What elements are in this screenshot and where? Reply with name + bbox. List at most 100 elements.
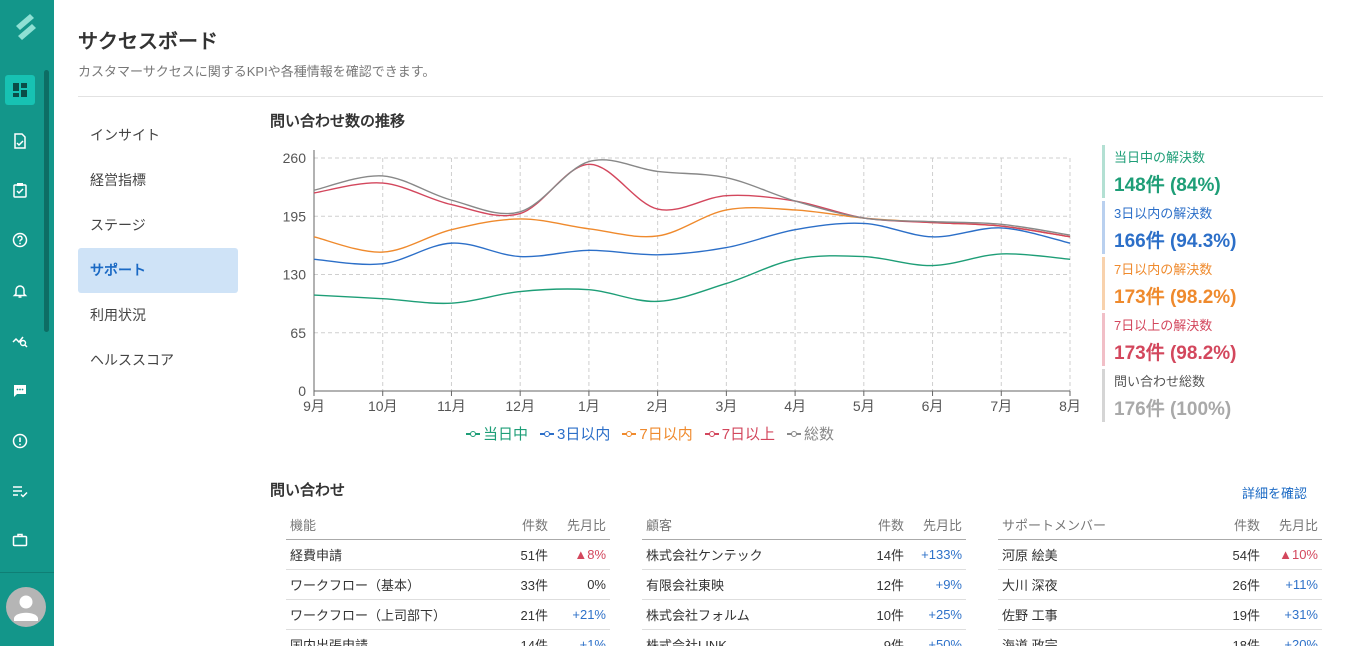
y-tick-label: 130 <box>283 267 307 283</box>
month-over-month: +20% <box>1284 637 1318 646</box>
inquiry-count: 12件 <box>876 578 904 593</box>
y-tick-label: 195 <box>283 208 307 224</box>
section-tab-management-metrics[interactable]: 経営指標 <box>90 172 146 188</box>
nav-dashboard[interactable] <box>5 75 35 105</box>
section-tab-health-score[interactable]: ヘルススコア <box>90 352 174 368</box>
member-name: 海道 政宗 <box>1002 638 1058 646</box>
analytics-icon <box>12 336 28 348</box>
x-tick-label: 9月 <box>303 398 325 414</box>
header-divider <box>78 96 1323 97</box>
nav-briefcase[interactable] <box>5 525 35 555</box>
inquiry-count: 21件 <box>520 608 548 623</box>
support-member-table: サポートメンバー 件数 先月比 河原 絵美 54件 ▲10% 大川 深夜 26件… <box>998 510 1322 646</box>
app-logo[interactable] <box>10 8 40 42</box>
section-nav: インサイト 経営指標 ステージ サポート 利用状況 ヘルススコア <box>78 113 238 383</box>
x-tick-label: 7月 <box>990 398 1012 414</box>
nav-tasks[interactable] <box>5 476 35 506</box>
nav-chat[interactable] <box>5 376 35 406</box>
table-row[interactable]: 有限会社東映 12件 +9% <box>642 570 966 600</box>
nav-alerts[interactable] <box>5 426 35 456</box>
section-tab-insight[interactable]: インサイト <box>90 127 160 143</box>
column-header[interactable]: 先月比 <box>922 518 962 533</box>
y-tick-label: 260 <box>283 150 307 166</box>
sidebar-scrollbar[interactable] <box>44 70 49 332</box>
sidebar-divider <box>0 572 54 573</box>
series-line <box>313 222 1071 266</box>
legend-label: 3日以内 <box>557 426 611 443</box>
section-tab-stage[interactable]: ステージ <box>90 217 146 233</box>
table-row[interactable]: 国内出張申請 14件 +1% <box>286 630 610 646</box>
feature-name: 経費申請 <box>290 548 343 563</box>
column-header[interactable]: 顧客 <box>646 518 673 533</box>
month-over-month: +133% <box>921 547 962 562</box>
legend-marker <box>622 429 637 439</box>
legend-item-same-day[interactable]: 当日中 <box>466 423 528 444</box>
x-tick-label: 10月 <box>368 398 398 414</box>
kpi-same-day: 当日中の解決数 148件 (84%) <box>1102 145 1322 198</box>
x-tick-label: 12月 <box>505 398 535 414</box>
kpi-summary: 当日中の解決数 148件 (84%) 3日以内の解決数 166件 (94.3%)… <box>1102 145 1322 425</box>
legend-item-total[interactable]: 総数 <box>787 423 834 444</box>
kpi-over-7-days: 7日以上の解決数 173件 (98.2%) <box>1102 313 1322 366</box>
page-subtitle: カスタマーサクセスに関するKPIや各種情報を確認できます。 <box>78 64 436 79</box>
table-header: 顧客 件数 先月比 <box>642 510 966 540</box>
legend-item-within-3-days[interactable]: 3日以内 <box>540 423 610 444</box>
legend-item-over-7-days[interactable]: 7日以上 <box>704 423 776 444</box>
legend-label: 7日以上 <box>721 426 776 443</box>
column-header[interactable]: 件数 <box>1233 518 1260 533</box>
kpi-value: 176件 (100%) <box>1114 399 1232 420</box>
table-row[interactable]: ワークフロー（基本） 33件 0% <box>286 570 610 600</box>
table-header: 機能 件数 先月比 <box>286 510 610 540</box>
table-row[interactable]: 株式会社LINK 9件 +50% <box>642 630 966 646</box>
table-row[interactable]: 株式会社フォルム 10件 +25% <box>642 600 966 630</box>
table-row[interactable]: 大川 深夜 26件 +11% <box>998 570 1322 600</box>
nav-notifications[interactable] <box>5 276 35 306</box>
legend-marker <box>787 429 802 439</box>
column-header[interactable]: 件数 <box>877 518 904 533</box>
column-header[interactable]: 先月比 <box>1278 518 1318 533</box>
x-tick-label: 4月 <box>784 398 806 414</box>
month-over-month: +25% <box>928 607 962 622</box>
table-row[interactable]: 佐野 工事 19件 +31% <box>998 600 1322 630</box>
customer-name: 株式会社フォルム <box>646 608 750 623</box>
inquiry-count: 14件 <box>520 638 548 646</box>
legend-label: 7日以内 <box>639 426 693 443</box>
column-header[interactable]: 機能 <box>290 518 317 533</box>
avatar[interactable] <box>6 587 46 627</box>
column-header[interactable]: 件数 <box>521 518 548 533</box>
column-header[interactable]: サポートメンバー <box>1002 518 1107 533</box>
month-over-month: +50% <box>928 637 962 646</box>
month-over-month: +9% <box>935 577 962 592</box>
legend-item-within-7-days[interactable]: 7日以内 <box>622 423 693 444</box>
x-tick-label: 8月 <box>1059 398 1081 414</box>
kpi-value: 166件 (94.3%) <box>1114 231 1237 252</box>
member-name: 大川 深夜 <box>1002 578 1058 593</box>
table-row[interactable]: ワークフロー（上司部下） 21件 +21% <box>286 600 610 630</box>
series-line <box>313 159 1071 236</box>
legend-marker <box>540 429 555 439</box>
briefcase-icon <box>12 533 28 547</box>
column-header[interactable]: 先月比 <box>566 518 606 533</box>
table-row[interactable]: 海道 政宗 18件 +20% <box>998 630 1322 646</box>
nav-checklist[interactable] <box>5 175 35 205</box>
kpi-value: 173件 (98.2%) <box>1114 343 1237 364</box>
nav-analytics[interactable] <box>5 325 35 355</box>
table-row[interactable]: 河原 絵美 54件 ▲10% <box>998 540 1322 570</box>
member-name: 河原 絵美 <box>1002 548 1058 563</box>
inquiries-title: 問い合わせ <box>270 482 346 499</box>
kpi-within-7-days: 7日以内の解決数 173件 (98.2%) <box>1102 257 1322 310</box>
series-line <box>313 253 1071 305</box>
section-tab-usage[interactable]: 利用状況 <box>90 307 146 323</box>
nav-documents[interactable] <box>5 126 35 156</box>
nav-help[interactable] <box>5 225 35 255</box>
section-tab-support[interactable]: サポート <box>78 248 238 293</box>
legend-marker <box>704 429 719 439</box>
table-header: サポートメンバー 件数 先月比 <box>998 510 1322 540</box>
kpi-label: 3日以内の解決数 <box>1114 206 1213 221</box>
table-row[interactable]: 経費申請 51件 ▲8% <box>286 540 610 570</box>
view-details-link[interactable]: 詳細を確認 <box>1242 486 1308 501</box>
checklist-icon <box>13 183 27 198</box>
feature-table: 機能 件数 先月比 経費申請 51件 ▲8% ワークフロー（基本） 33件 0%… <box>286 510 610 646</box>
table-row[interactable]: 株式会社ケンテック 14件 +133% <box>642 540 966 570</box>
legend-label: 当日中 <box>483 426 529 443</box>
